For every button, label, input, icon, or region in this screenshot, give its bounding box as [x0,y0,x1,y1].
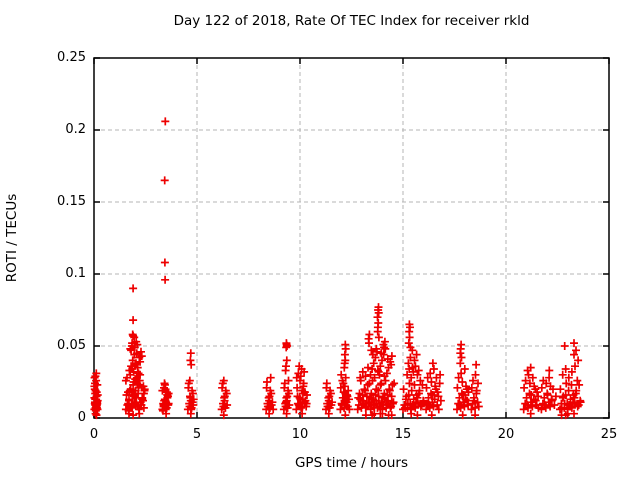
x-tick-label: 5 [192,427,202,442]
y-tick-label: 0.15 [57,194,86,209]
plot-border [93,57,610,419]
chart-title: Day 122 of 2018, Rate Of TEC Index for r… [173,13,530,29]
y-axis-label: ROTI / TECUs [4,193,20,283]
y-tick-label: 0.25 [57,50,86,65]
x-axis-label: GPS time / hours [294,455,409,471]
tick-marks [93,57,610,419]
x-tick-label: 20 [497,427,515,442]
y-tick-label: 0.1 [65,266,86,281]
y-tick-label: 0.05 [57,338,86,353]
x-tick-label: 25 [600,427,618,442]
grid-lines [93,57,610,419]
x-tick-label: 15 [394,427,412,442]
x-tick-label: 0 [89,427,99,442]
x-tick-label: 10 [291,427,309,442]
y-tick-label: 0.2 [65,122,86,137]
y-tick-label: 0 [77,410,86,425]
scatter-points [90,117,585,420]
